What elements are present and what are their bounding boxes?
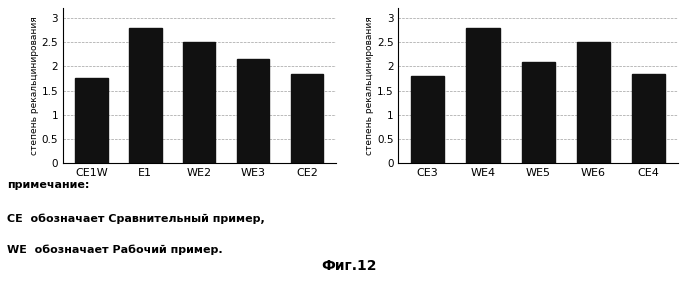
Bar — [466, 28, 500, 163]
Bar — [291, 74, 323, 163]
Bar — [521, 62, 555, 163]
Text: примечание:: примечание: — [7, 180, 89, 190]
Text: WE  обозначает Рабочий пример.: WE обозначает Рабочий пример. — [7, 244, 222, 255]
Text: CE  обозначает Сравнительный пример,: CE обозначает Сравнительный пример, — [7, 214, 265, 224]
Bar — [577, 42, 610, 163]
Y-axis label: степень рекальцинирования: степень рекальцинирования — [29, 16, 38, 155]
Bar — [411, 76, 445, 163]
Bar — [632, 74, 665, 163]
Text: Фиг.12: Фиг.12 — [322, 259, 377, 273]
Bar — [75, 78, 108, 163]
Bar — [129, 28, 161, 163]
Bar — [237, 59, 269, 163]
Y-axis label: степень рекальцинирования: степень рекальцинирования — [365, 16, 374, 155]
Bar — [183, 42, 215, 163]
